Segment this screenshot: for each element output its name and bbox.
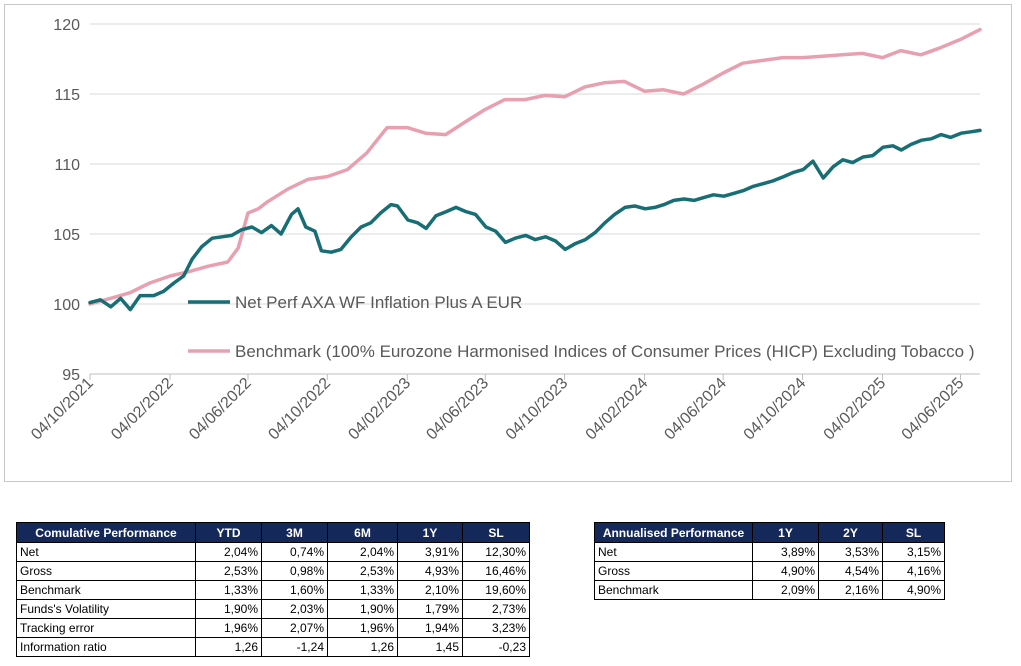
x-tick-label: 04/10/2022 <box>265 375 334 444</box>
annualised-header-cell: 2Y <box>818 522 883 543</box>
cumulative-header-cell: 3M <box>261 522 328 543</box>
table-cell: -1,24 <box>261 637 328 657</box>
table-cell: 2,16% <box>818 580 883 600</box>
y-tick-label: 105 <box>53 227 80 244</box>
table-cell: 3,91% <box>397 542 463 562</box>
row-label: Benchmark <box>16 580 196 600</box>
table-cell: 1,45 <box>397 637 463 657</box>
annualised-header-cell: Annualised Performance <box>594 522 753 543</box>
table-cell: 1,26 <box>195 637 262 657</box>
table-cell: 2,10% <box>397 580 463 600</box>
x-tick-label: 04/02/2023 <box>345 375 414 444</box>
table-cell: 4,93% <box>397 561 463 581</box>
table-cell: 2,03% <box>261 599 328 619</box>
table-cell: 2,07% <box>261 618 328 638</box>
x-tick-label: 04/02/2024 <box>583 375 652 444</box>
cumulative-header-cell: Comulative Performance <box>16 522 196 543</box>
annualised-performance-table: Annualised Performance 1Y 2Y SL Net 3,89% 3,5… <box>594 522 945 600</box>
table-row: Funds's Volatility 1,90% 2,03% 1,90% 1,79% 2,… <box>16 599 530 619</box>
row-label: Information ratio <box>16 637 196 657</box>
series-line-benchmark <box>88 27 982 306</box>
row-label: Net <box>594 542 753 562</box>
table-cell: 4,90% <box>882 580 945 600</box>
table-cell: 4,16% <box>882 561 945 581</box>
table-cell: 2,73% <box>462 599 530 619</box>
table-row: Benchmark 1,33% 1,60% 1,33% 2,10% 19,60% <box>16 580 530 600</box>
cumulative-header-cell: YTD <box>195 522 262 543</box>
table-row: Tracking error 1,96% 2,07% 1,96% 1,94% 3,23% <box>16 618 530 638</box>
x-tick-label: 04/10/2024 <box>741 375 810 444</box>
row-label: Funds's Volatility <box>16 599 196 619</box>
table-cell: 2,04% <box>195 542 262 562</box>
performance-chart: 95 100 105 110 115 120 04/10/2021 04/02/2022 04/… <box>4 4 1012 482</box>
table-cell: 2,53% <box>195 561 262 581</box>
legend-label: Benchmark (100% Eurozone Harmonised Indi… <box>235 342 975 361</box>
table-cell: 12,30% <box>462 542 530 562</box>
table-cell: 1,96% <box>327 618 398 638</box>
table-cell: 0,98% <box>261 561 328 581</box>
table-cell: 1,79% <box>397 599 463 619</box>
x-tick-label: 04/06/2023 <box>423 375 492 444</box>
row-label: Gross <box>594 561 753 581</box>
x-tick-label: 04/06/2022 <box>186 375 255 444</box>
y-tick-label: 120 <box>53 17 80 34</box>
x-tick-label: 04/06/2025 <box>899 375 968 444</box>
x-tick-label: 04/02/2022 <box>108 375 177 444</box>
table-cell: 1,26 <box>327 637 398 657</box>
table-cell: 2,09% <box>752 580 819 600</box>
annualised-header-row: Annualised Performance 1Y 2Y SL <box>594 522 945 543</box>
x-tick-label: 04/02/2025 <box>821 375 890 444</box>
table-row: Net 2,04% 0,74% 2,04% 3,91% 12,30% <box>16 542 530 562</box>
table-cell: 4,90% <box>752 561 819 581</box>
table-cell: 2,04% <box>327 542 398 562</box>
table-cell: 1,90% <box>327 599 398 619</box>
table-cell: 3,15% <box>882 542 945 562</box>
x-tick-label: 04/10/2023 <box>503 375 572 444</box>
cumulative-header-row: Comulative Performance YTD 3M 6M 1Y SL <box>16 522 530 543</box>
cumulative-header-cell: SL <box>462 522 530 543</box>
cumulative-header-cell: 6M <box>327 522 398 543</box>
cumulative-performance-table: Comulative Performance YTD 3M 6M 1Y SL Net 2,0… <box>16 522 530 657</box>
x-tick-label: 04/10/2021 <box>28 375 97 444</box>
table-cell: 1,33% <box>195 580 262 600</box>
annualised-header-cell: SL <box>882 522 945 543</box>
table-cell: 1,60% <box>261 580 328 600</box>
row-label: Tracking error <box>16 618 196 638</box>
legend-label: Net Perf AXA WF Inflation Plus A EUR <box>235 293 522 312</box>
table-cell: 3,89% <box>752 542 819 562</box>
table-row: Net 3,89% 3,53% 3,15% <box>594 542 945 562</box>
table-row: Benchmark 2,09% 2,16% 4,90% <box>594 580 945 600</box>
row-label: Benchmark <box>594 580 753 600</box>
table-cell: 2,53% <box>327 561 398 581</box>
y-tick-label: 115 <box>54 87 80 104</box>
table-cell: 19,60% <box>462 580 530 600</box>
table-cell: 3,23% <box>462 618 530 638</box>
table-cell: 4,54% <box>818 561 883 581</box>
table-row: Information ratio 1,26 -1,24 1,26 1,45 -0,23 <box>16 637 530 657</box>
row-label: Gross <box>16 561 196 581</box>
y-tick-label: 95 <box>62 367 80 384</box>
annualised-header-cell: 1Y <box>752 522 819 543</box>
table-cell: 1,96% <box>195 618 262 638</box>
y-tick-label: 100 <box>53 297 80 314</box>
x-tick-label: 04/06/2024 <box>661 375 730 444</box>
table-cell: 0,74% <box>261 542 328 562</box>
series-line-net <box>88 128 982 312</box>
table-cell: 1,90% <box>195 599 262 619</box>
table-row: Gross 2,53% 0,98% 2,53% 4,93% 16,46% <box>16 561 530 581</box>
table-cell: -0,23 <box>462 637 530 657</box>
y-tick-label: 110 <box>54 157 80 174</box>
table-cell: 1,94% <box>397 618 463 638</box>
table-row: Gross 4,90% 4,54% 4,16% <box>594 561 945 581</box>
table-cell: 16,46% <box>462 561 530 581</box>
table-cell: 3,53% <box>818 542 883 562</box>
table-cell: 1,33% <box>327 580 398 600</box>
cumulative-header-cell: 1Y <box>397 522 463 543</box>
row-label: Net <box>16 542 196 562</box>
